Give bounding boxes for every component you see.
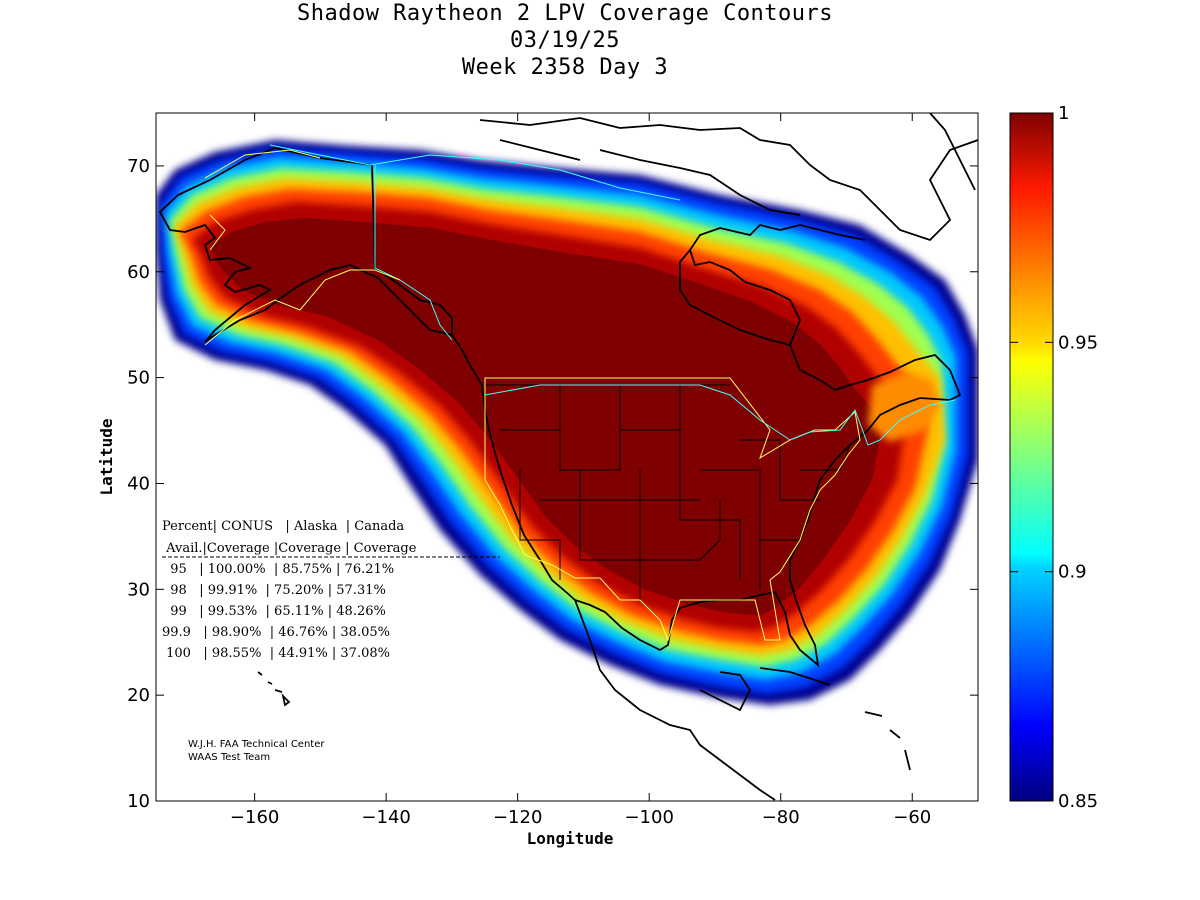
chart-title: Shadow Raytheon 2 LPV Coverage Contours …	[0, 0, 1130, 81]
title-line-3: Week 2358 Day 3	[461, 55, 669, 80]
y-tick-label: 30	[127, 579, 150, 600]
y-axis: 10 20 30 40 50 60 70	[127, 156, 978, 812]
coverage-stats-table: Percent| CONUS | Alaska | Canada Avail.|…	[162, 519, 500, 661]
credit-line-2: WAAS Test Team	[188, 752, 270, 763]
x-tick-label: −100	[624, 807, 673, 828]
stats-header-1: Percent| CONUS | Alaska | Canada	[162, 519, 404, 534]
y-tick-label: 40	[127, 473, 150, 494]
stats-row: 95 | 100.00% | 85.75% | 76.21%	[162, 562, 394, 577]
x-tick-label: −120	[493, 807, 542, 828]
credit-line-1: W.J.H. FAA Technical Center	[188, 739, 325, 750]
y-tick-label: 10	[127, 791, 150, 812]
colorbar-tick-label: 0.9	[1058, 562, 1087, 583]
x-tick-label: −60	[893, 807, 931, 828]
stats-row: 100 | 98.55% | 44.91% | 37.08%	[162, 646, 390, 661]
colorbar-ticks: 1 0.95 0.9 0.85	[1010, 103, 1098, 812]
service-boundaries	[204, 144, 956, 642]
y-tick-label: 50	[127, 368, 150, 389]
coverage-contours	[156, 113, 978, 801]
x-axis-label: Longitude	[527, 829, 614, 848]
x-tick-label: −80	[762, 807, 800, 828]
plot-frame	[155, 112, 979, 802]
stats-row: 99.9 | 98.90% | 46.76% | 38.05%	[162, 625, 390, 640]
y-tick-label: 60	[127, 262, 150, 283]
stats-row: 98 | 99.91% | 75.20% | 57.31%	[162, 583, 386, 598]
stats-row: 99 | 99.53% | 65.11% | 48.26%	[162, 604, 386, 619]
title-line-1: Shadow Raytheon 2 LPV Coverage Contours	[296, 1, 834, 26]
colorbar-tick-label: 0.85	[1058, 791, 1098, 812]
colorbar-tick-label: 0.95	[1058, 332, 1098, 353]
y-tick-label: 20	[127, 685, 150, 706]
colorbar	[1009, 112, 1054, 802]
y-axis-label: Latitude	[97, 418, 116, 495]
y-tick-label: 70	[127, 156, 150, 177]
colorbar-tick-label: 1	[1058, 103, 1069, 124]
x-axis: −160 −140 −120 −100 −80 −60	[230, 113, 931, 828]
x-tick-label: −140	[361, 807, 410, 828]
stats-header-2: Avail.|Coverage |Coverage | Coverage	[162, 541, 417, 556]
contour-096-patch	[868, 372, 940, 442]
credit: W.J.H. FAA Technical Center WAAS Test Te…	[188, 739, 325, 763]
x-tick-label: −160	[230, 807, 279, 828]
title-line-2: 03/19/25	[510, 28, 620, 53]
